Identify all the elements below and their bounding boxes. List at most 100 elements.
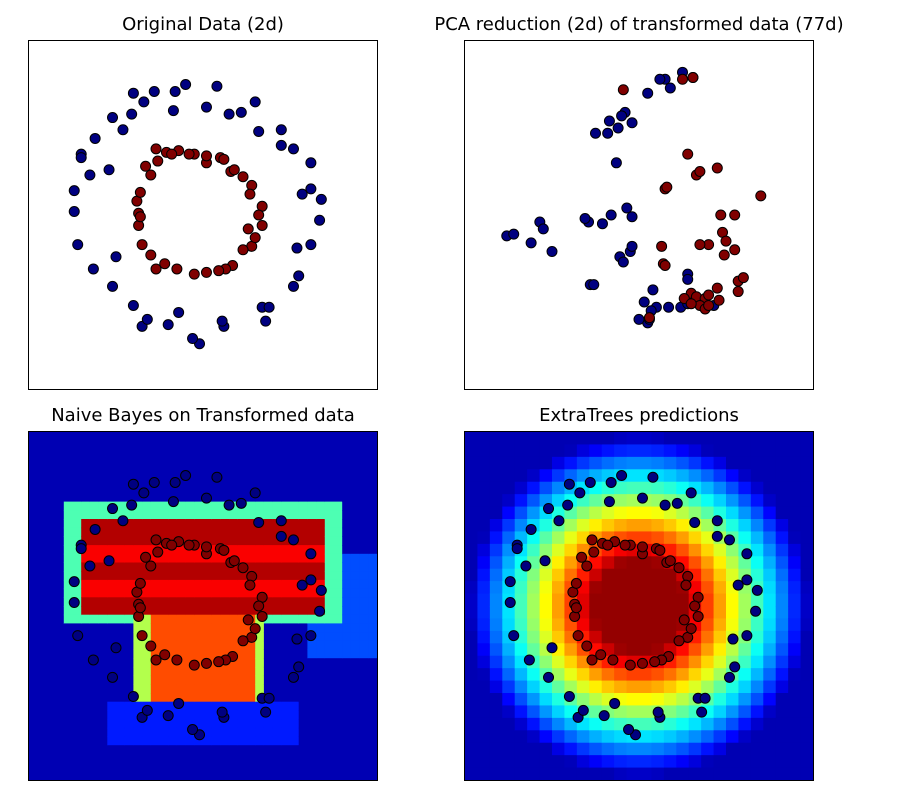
nb-surface-cell [72,501,82,511]
et-surface-cell [489,717,503,731]
et-overlay-point-class0-24 [543,503,555,515]
nb-surface-cell [116,623,126,633]
et-surface-cell [800,767,813,780]
nb-surface-cell [281,432,291,442]
nb-surface-cell [237,675,247,685]
nb-surface-cell [116,649,126,659]
et-surface-cell [626,593,640,607]
et-surface-cell [626,618,640,632]
nb-surface-cell [194,719,204,729]
et-surface-cell [465,556,478,570]
nb-surface-cell [81,614,91,624]
original-point-class1-14 [145,169,157,181]
nb-surface-cell [342,536,352,546]
nb-surface-cell [220,771,230,780]
nb-surface-cell [272,588,282,598]
nb-surface-cell [246,475,256,485]
nb-surface-cell [203,675,213,685]
et-surface-cell [527,432,541,445]
nb-overlay-point-class1-19 [253,600,265,612]
et-surface-cell [477,742,491,756]
nb-surface-cell [37,510,47,520]
et-overlay-point-class0-11 [723,671,735,683]
et-surface-cell [788,444,802,458]
nb-surface-cell [290,666,300,677]
et-surface-cell [527,705,541,719]
nb-overlay-point-class1-20 [237,635,249,647]
nb-surface-cell [350,675,361,685]
nb-surface-cell [168,579,178,590]
et-surface-cell [651,730,665,744]
nb-surface-cell [368,666,377,677]
nb-overlay-point-class0-24 [107,503,119,515]
et-surface-cell [676,469,690,483]
nb-surface-cell [342,571,352,581]
et-surface-cell [626,506,640,520]
nb-surface-cell [324,501,334,511]
nb-surface-cell [185,719,195,729]
nb-surface-cell [116,684,126,694]
nb-surface-cell [255,527,265,537]
nb-surface-cell [333,623,343,633]
et-surface-cell [626,693,640,706]
nb-surface-cell [176,475,187,485]
nb-overlay-point-class1-14 [145,560,157,572]
et-surface-cell [489,506,503,520]
nb-surface-cell [159,588,169,598]
nb-surface-cell [89,632,100,642]
et-surface-cell [701,556,715,570]
nb-surface-cell [203,710,213,720]
nb-overlay-point-class0-32 [291,633,303,645]
et-surface-cell [601,717,615,731]
nb-surface-cell [116,449,126,459]
nb-surface-cell [124,484,134,494]
nb-surface-cell [29,492,39,503]
et-overlay-point-class1-34 [664,555,676,567]
nb-surface-cell [55,571,65,581]
nb-surface-cell [333,501,343,511]
et-surface-cell [514,568,528,582]
nb-surface-cell [220,579,230,590]
nb-surface-cell [368,458,377,468]
nb-surface-cell [298,432,308,442]
et-overlay-point-class1-21 [624,659,636,671]
nb-surface-cell [194,484,204,494]
nb-surface-cell [290,771,300,780]
et-surface-cell [626,481,640,495]
nb-surface-cell [194,649,204,659]
nb-surface-cell [81,501,91,511]
nb-surface-cell [307,640,317,650]
nb-surface-cell [159,466,169,476]
nb-surface-cell [359,440,369,450]
nb-surface-cell [290,588,300,598]
et-surface-cell [489,581,503,595]
et-surface-cell [639,668,652,682]
nb-surface-cell [237,745,247,755]
nb-surface-cell [150,632,160,642]
nb-surface-cell [63,553,73,563]
nb-surface-cell [211,466,221,476]
nb-surface-cell [211,623,221,633]
nb-surface-cell [333,484,343,494]
et-surface-cell [601,432,615,445]
nb-surface-cell [316,501,326,511]
et-surface-cell [726,730,739,744]
nb-surface-cell [229,719,239,729]
chart-title-naive-bayes: Naive Bayes on Transformed data [51,405,355,426]
et-surface-cell [639,519,652,532]
nb-surface-cell [63,492,73,503]
nb-surface-cell [46,640,56,650]
et-surface-cell [738,456,752,470]
nb-surface-cell [168,745,178,755]
nb-surface-cell [159,753,169,764]
et-surface-cell [514,606,528,619]
nb-surface-cell [194,466,204,476]
nb-surface-cell [185,614,195,624]
nb-surface-cell [307,649,317,659]
et-surface-cell [489,742,503,756]
pca-point-class0-25 [605,209,617,221]
nb-surface-cell [150,606,160,616]
pca-point-class1-29 [659,259,671,271]
nb-surface-cell [246,510,256,520]
nb-surface-cell [55,632,65,642]
